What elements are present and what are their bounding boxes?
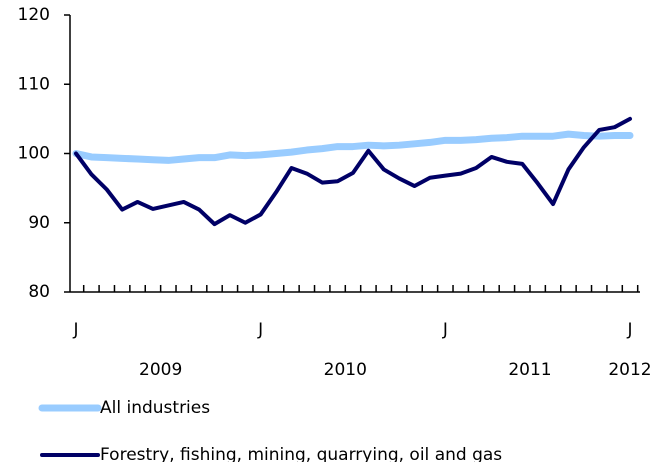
y-tick-label: 100 [18,144,50,164]
x-tick-label: J [257,320,263,340]
year-label: 2011 [508,360,551,380]
year-label: 2010 [324,360,367,380]
y-tick-label: 110 [18,74,50,94]
y-tick-label: 120 [18,5,50,25]
y-tick-label: 90 [28,213,50,233]
year-label: 2012 [608,360,651,380]
year-label: 2009 [139,360,182,380]
legend-label: Forestry, fishing, mining, quarrying, oi… [100,445,502,462]
legend-label: All industries [100,398,210,418]
x-tick-label: J [626,320,632,340]
series-line [74,116,632,227]
y-tick-label: 80 [28,282,50,302]
series-line [72,130,634,164]
x-tick-label: J [442,320,448,340]
x-tick-label: J [72,320,78,340]
